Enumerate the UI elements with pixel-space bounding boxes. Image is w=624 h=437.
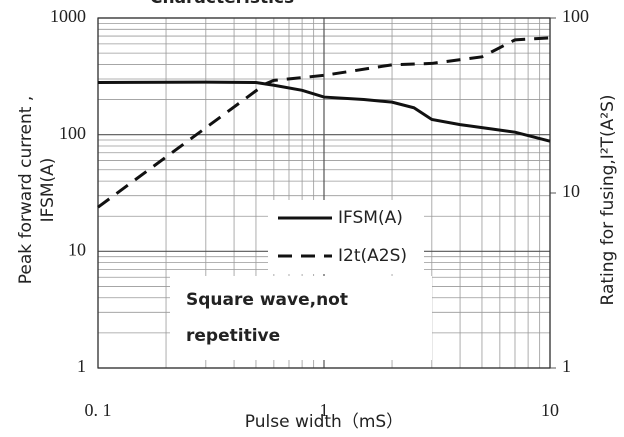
annotation: Square wave,not: [186, 290, 348, 310]
y2-axis-label: Rating for fusing,I²T(A²S): [598, 94, 618, 305]
series-line: [97, 80, 551, 143]
x-tick-label: 1: [320, 400, 329, 420]
y-axis-label: IFSM(A): [38, 158, 58, 223]
y-tick-label: 10: [68, 239, 86, 259]
chart-title: Characteristics: [150, 0, 294, 8]
y2-tick-label: 1: [562, 356, 571, 376]
y-tick-label: 100: [59, 123, 86, 143]
x-tick-label: 10: [541, 400, 559, 420]
y-tick-label: 1000: [50, 6, 86, 26]
y2-tick-label: 100: [562, 6, 589, 26]
legend-box: [268, 200, 424, 274]
annotation-box: [170, 276, 432, 360]
plot-frame: [97, 17, 551, 369]
annotation: repetitive: [186, 326, 280, 346]
y2-tick-label: 10: [562, 181, 580, 201]
legend-label: IFSM(A): [338, 208, 403, 228]
y-tick-label: 1: [77, 356, 86, 376]
legend-label: I2t(A2S): [338, 246, 407, 266]
x-axis-label: Pulse width（mS）: [245, 412, 403, 432]
y-axis-label: Peak forward current ,: [16, 96, 36, 285]
x-tick-label: 0. 1: [85, 400, 112, 420]
series-line: [97, 36, 551, 209]
